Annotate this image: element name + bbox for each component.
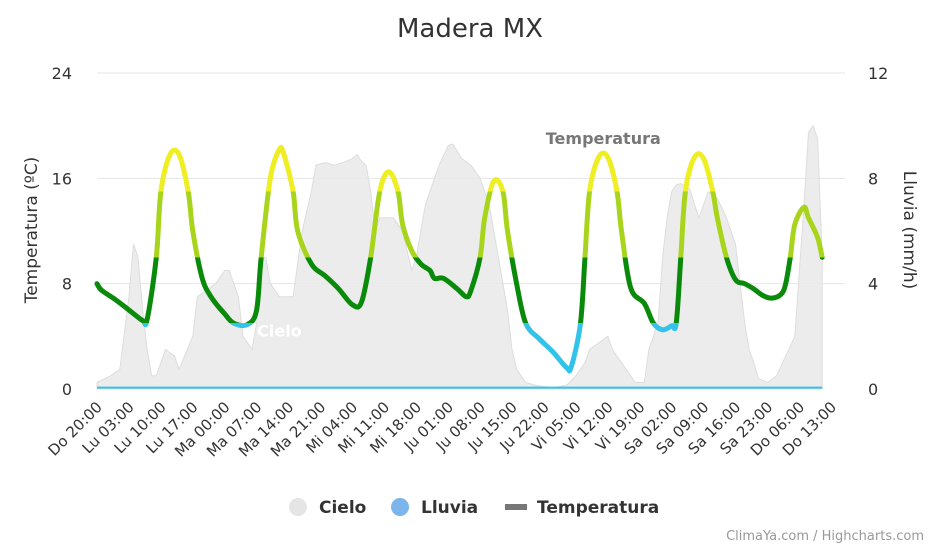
- y-left-tick-label: 8: [62, 275, 72, 294]
- legend-symbol-lluvia: [391, 498, 409, 516]
- y-left-tick-label: 16: [52, 169, 72, 188]
- y-right-tick-label: 0: [868, 380, 878, 399]
- temperature-line: [94, 144, 825, 374]
- y-left-tick-label: 0: [62, 380, 72, 399]
- legend-item-cielo[interactable]: Cielo: [319, 498, 366, 518]
- temperature-line-layer: [94, 144, 825, 374]
- legend-item-lluvia[interactable]: Lluvia: [421, 498, 478, 518]
- y-right-tick-label: 4: [868, 275, 878, 294]
- y-left-tick-label: 24: [52, 64, 72, 83]
- credits-link[interactable]: ClimaYa.com / Highcharts.com: [726, 529, 924, 544]
- sky-series-label: Cielo: [257, 321, 302, 340]
- legend-symbol-temperatura: [505, 504, 527, 510]
- sky-area: [96, 124, 823, 390]
- y-right-tick-label: 12: [868, 64, 888, 83]
- legend: Cielo Lluvia Temperatura: [289, 498, 659, 518]
- series-labels: Temperatura Cielo: [257, 129, 661, 340]
- y-right-tick-label: 8: [868, 169, 878, 188]
- temperature-series-label: Temperatura: [546, 129, 661, 148]
- y-axis-left-title: Temperatura (ºC): [22, 157, 42, 305]
- y-axis-right-title: Lluvia (mm/h): [899, 171, 919, 289]
- legend-symbol-cielo: [289, 498, 307, 516]
- sky-area-layer: [96, 124, 823, 390]
- legend-item-temperatura[interactable]: Temperatura: [537, 498, 659, 518]
- chart-title: Madera MX: [397, 14, 543, 44]
